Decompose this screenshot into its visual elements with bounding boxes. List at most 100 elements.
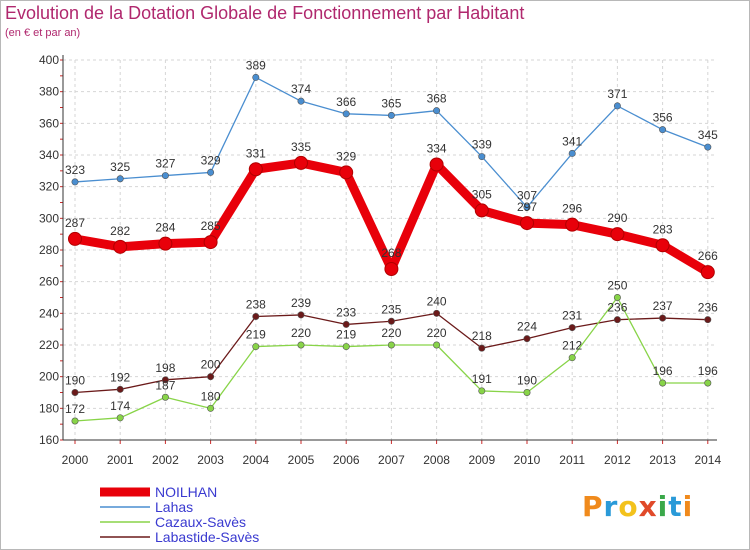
data-point <box>433 107 441 115</box>
data-point <box>342 320 350 328</box>
data-point <box>565 217 580 232</box>
data-label: 235 <box>381 302 401 316</box>
x-tick-label: 2003 <box>197 453 224 467</box>
data-label: 305 <box>472 187 492 201</box>
data-point <box>203 235 218 250</box>
data-point <box>68 231 82 246</box>
logo-letter: x <box>638 490 658 523</box>
data-label: 240 <box>427 294 447 308</box>
data-point <box>252 312 260 320</box>
data-label: 323 <box>65 163 85 177</box>
data-point <box>384 262 399 276</box>
legend-label: Cazaux-Savès <box>155 514 246 530</box>
data-label: 366 <box>336 95 356 109</box>
chart-subtitle: (en € et par an) <box>5 27 81 39</box>
data-label: 220 <box>427 326 447 340</box>
data-label: 335 <box>291 140 311 154</box>
y-tick-label: 320 <box>39 180 59 194</box>
data-point <box>610 227 625 242</box>
data-point <box>700 265 715 280</box>
data-label: 200 <box>201 358 221 372</box>
data-labels: 323 325 327 329 389 374 366 365 368 339 307 341 371 3… <box>65 58 718 416</box>
data-point <box>297 311 305 319</box>
data-label: 356 <box>653 111 673 125</box>
y-tick-label: 240 <box>39 306 59 320</box>
data-label: 238 <box>246 298 266 312</box>
y-tick-label: 380 <box>39 85 59 99</box>
data-point <box>520 216 534 231</box>
data-label: 284 <box>155 221 175 235</box>
data-label: 307 <box>517 188 537 202</box>
data-point <box>704 143 712 151</box>
data-point <box>342 343 350 351</box>
data-point <box>659 126 667 134</box>
data-label: 218 <box>472 329 492 343</box>
data-point <box>704 379 712 387</box>
data-point <box>71 417 79 425</box>
y-tick-label: 340 <box>39 148 59 162</box>
data-point <box>433 309 441 317</box>
data-label: 285 <box>201 219 221 233</box>
y-tick-label: 280 <box>39 243 59 257</box>
data-label: 297 <box>517 200 537 214</box>
data-point <box>613 316 621 324</box>
data-label: 231 <box>562 309 582 323</box>
data-label: 236 <box>607 301 627 315</box>
data-point <box>659 314 667 322</box>
data-point <box>704 316 712 324</box>
data-point <box>297 341 305 349</box>
data-label: 283 <box>653 222 673 236</box>
x-tick-label: 2000 <box>62 453 89 467</box>
y-tick-label: 220 <box>39 338 59 352</box>
data-label: 325 <box>110 160 130 174</box>
data-label: 339 <box>472 138 492 152</box>
data-point <box>478 344 486 352</box>
data-point <box>387 111 395 119</box>
data-label: 296 <box>562 202 582 216</box>
data-label: 220 <box>291 326 311 340</box>
data-point <box>613 102 621 110</box>
data-point <box>248 162 263 177</box>
y-tick-label: 260 <box>39 275 59 289</box>
logo-letter: i <box>657 490 669 523</box>
data-label: 236 <box>698 301 718 315</box>
x-tick-label: 2005 <box>288 453 315 467</box>
x-tick-label: 2011 <box>559 453 585 467</box>
data-label: 365 <box>381 96 401 110</box>
data-point <box>433 341 441 349</box>
data-label: 196 <box>698 364 718 378</box>
logo-letter: o <box>618 490 639 523</box>
data-point <box>161 172 169 180</box>
proxiti-logo: Proxiti <box>582 490 693 523</box>
data-label: 212 <box>562 339 582 353</box>
data-label: 187 <box>155 378 175 392</box>
axes: 160 180 200 220 240 260 280 300 320 340 360 380 400 2… <box>39 53 722 467</box>
x-tick-label: 2004 <box>242 453 269 467</box>
legend-label: Lahas <box>155 499 193 515</box>
y-tick-label: 400 <box>39 53 59 67</box>
data-point <box>568 354 576 362</box>
y-tick-label: 180 <box>39 401 59 415</box>
data-label: 345 <box>698 128 718 142</box>
data-point <box>116 385 124 393</box>
x-tick-label: 2007 <box>378 453 405 467</box>
data-point <box>474 203 489 218</box>
data-label: 368 <box>427 92 447 106</box>
y-tick-label: 160 <box>39 433 59 447</box>
data-label: 334 <box>427 142 447 156</box>
data-point <box>659 379 667 387</box>
data-label: 224 <box>517 320 537 334</box>
data-point <box>161 393 169 401</box>
data-label: 196 <box>653 364 673 378</box>
data-label: 219 <box>336 328 356 342</box>
data-point <box>252 343 260 351</box>
data-point <box>339 165 354 180</box>
logo-letter: r <box>603 490 619 523</box>
data-point <box>207 373 215 381</box>
data-point <box>613 293 621 301</box>
data-label: 180 <box>201 389 221 403</box>
data-point <box>478 387 486 395</box>
y-tick-label: 360 <box>39 116 59 130</box>
data-label: 192 <box>110 370 130 384</box>
